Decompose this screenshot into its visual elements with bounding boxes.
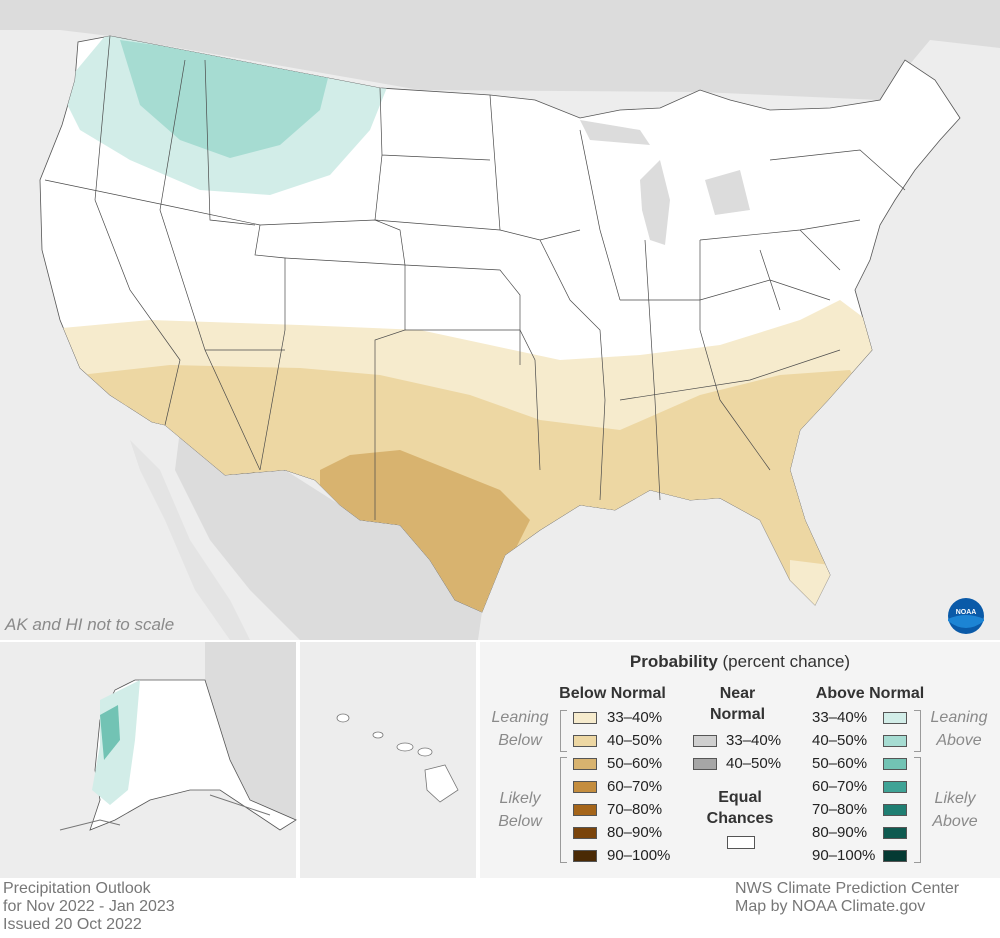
baja-land <box>130 440 250 640</box>
footer-right: NWS Climate Prediction Center Map by NOA… <box>735 880 959 916</box>
likely-below-line2: Below <box>498 813 542 830</box>
above-row-4-swatch <box>883 804 907 816</box>
above-row-1-label: 40–50% <box>812 732 868 749</box>
canada-inset-land <box>205 642 296 820</box>
footer-product: Precipitation Outlook <box>3 880 151 897</box>
equal-chances-heading: Equal Chances <box>690 787 790 829</box>
footer-issued: Issued 20 Oct 2022 <box>3 916 142 933</box>
below-row-2-label: 50–60% <box>607 755 663 772</box>
above-leaning-40-50-region <box>120 40 330 158</box>
equal-chances-line2: Chances <box>706 810 774 827</box>
alaska-above-core-region <box>100 705 120 760</box>
likely-above-label: Likely Above <box>925 787 985 833</box>
near-row-0-label: 33–40% <box>726 732 782 749</box>
leaning-above-line1: Leaning <box>930 709 988 726</box>
likely-below-label: Likely Below <box>484 787 556 833</box>
above-row-5-swatch <box>883 827 907 839</box>
below-row-4-label: 70–80% <box>607 801 663 818</box>
leaning-above-line2: Above <box>936 732 982 749</box>
aleutian-islands <box>59 794 271 831</box>
below-row-1-label: 40–50% <box>607 732 663 749</box>
alaska-shape <box>89 679 297 831</box>
legend-title-bold: Probability <box>629 652 718 671</box>
below-row-5-swatch <box>573 827 597 839</box>
below-row-6-swatch <box>573 850 597 862</box>
below-row-2-swatch <box>573 758 597 770</box>
below-row-4-swatch <box>573 804 597 816</box>
likely-below-line1: Likely <box>499 790 541 807</box>
leaning-below-label: Leaning Below <box>484 706 556 752</box>
near-row-1-label: 40–50% <box>726 755 782 772</box>
equal-chances-swatch <box>727 836 755 849</box>
footer-left: Precipitation Outlook for Nov 2022 - Jan… <box>3 880 175 934</box>
hawaii-islands <box>336 713 459 803</box>
near-normal-line2: Normal <box>709 706 766 723</box>
legend-title: Probability (percent chance) <box>480 652 1000 672</box>
mexico-land <box>175 430 482 640</box>
likely-above-line2: Above <box>932 813 978 830</box>
state-boundaries <box>44 35 906 520</box>
above-row-3-label: 60–70% <box>812 778 868 795</box>
leaning-above-bracket <box>914 710 921 752</box>
hawaii-inset <box>300 642 476 878</box>
below-row-3-swatch <box>573 781 597 793</box>
footer-period: for Nov 2022 - Jan 2023 <box>3 898 175 915</box>
below-normal-heading: Below Normal <box>559 685 666 702</box>
likely-below-bracket <box>560 757 567 863</box>
near-row-1-swatch <box>693 758 717 770</box>
above-row-1-swatch <box>883 735 907 747</box>
likely-above-line1: Likely <box>934 790 976 807</box>
above-row-0-label: 33–40% <box>812 709 868 726</box>
leaning-below-line2: Below <box>498 732 542 749</box>
footer-source: NWS Climate Prediction Center <box>735 880 960 897</box>
above-normal-heading: Above Normal <box>815 685 925 702</box>
leaning-above-label: Leaning Above <box>925 706 993 752</box>
below-row-0-label: 33–40% <box>607 709 663 726</box>
above-row-3-swatch <box>883 781 907 793</box>
below-row-5-label: 80–90% <box>607 824 663 841</box>
canada-land <box>0 0 1000 100</box>
above-row-4-label: 70–80% <box>812 801 868 818</box>
near-normal-heading: Near Normal <box>690 683 785 725</box>
near-normal-line1: Near <box>719 685 756 702</box>
legend-title-rest: (percent chance) <box>717 652 851 671</box>
leaning-below-line1: Leaning <box>491 709 549 726</box>
near-row-0-swatch <box>693 735 717 747</box>
above-row-0-swatch <box>883 712 907 724</box>
below-row-3-label: 60–70% <box>607 778 663 795</box>
below-row-0-swatch <box>573 712 597 724</box>
likely-above-bracket <box>914 757 921 863</box>
below-row-1-swatch <box>573 735 597 747</box>
noaa-logo: NOAA <box>948 598 984 634</box>
below-row-6-label: 90–100% <box>607 847 671 864</box>
above-row-5-label: 80–90% <box>812 824 868 841</box>
lake-superior <box>580 120 650 145</box>
svg-text:NOAA: NOAA <box>956 609 977 616</box>
lake-michigan <box>640 160 670 245</box>
above-row-2-label: 50–60% <box>812 755 868 772</box>
above-row-2-swatch <box>883 758 907 770</box>
scale-note: AK and HI not to scale <box>5 615 175 634</box>
leaning-below-bracket <box>560 710 567 752</box>
equal-chances-line1: Equal <box>718 789 762 806</box>
above-row-6-label: 90–100% <box>812 847 876 864</box>
lake-huron <box>705 170 750 215</box>
footer-map-credit: Map by NOAA Climate.gov <box>735 898 926 915</box>
above-row-6-swatch <box>883 850 907 862</box>
